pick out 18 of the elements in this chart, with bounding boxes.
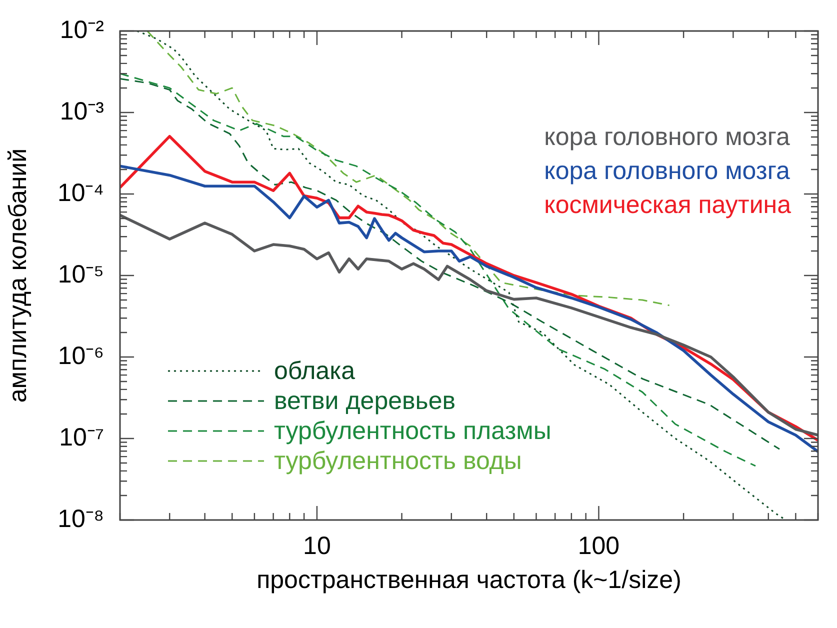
y-tick-label: 10⁻⁸ bbox=[58, 504, 104, 533]
text: кора головного мозга bbox=[544, 156, 790, 187]
y-tick-label: 10⁻⁵ bbox=[58, 260, 104, 288]
legend-label: турбулентность плазмы bbox=[274, 416, 552, 446]
x-tick-label: 10 bbox=[303, 532, 331, 560]
y-axis-title: амплитуда колебаний bbox=[4, 148, 32, 403]
y-tick-label: 10⁻² bbox=[60, 16, 104, 44]
x-axis-title: пространственная частота (k~1/size) bbox=[256, 566, 682, 594]
y-tick-label: 10⁻³ bbox=[60, 97, 104, 126]
text: кора головного мозга bbox=[544, 122, 790, 153]
legend-label: облака bbox=[274, 356, 355, 386]
legend-label: ветви деревьев bbox=[274, 386, 456, 416]
legend-label: турбулентность воды bbox=[274, 446, 522, 476]
y-tick-label: 10⁻⁷ bbox=[59, 423, 104, 452]
text: космическая паутина bbox=[544, 190, 791, 221]
x-tick-label: 100 bbox=[578, 532, 620, 560]
y-tick-label: 10⁻⁴ bbox=[57, 178, 104, 207]
y-tick-label: 10⁻⁶ bbox=[58, 342, 104, 370]
